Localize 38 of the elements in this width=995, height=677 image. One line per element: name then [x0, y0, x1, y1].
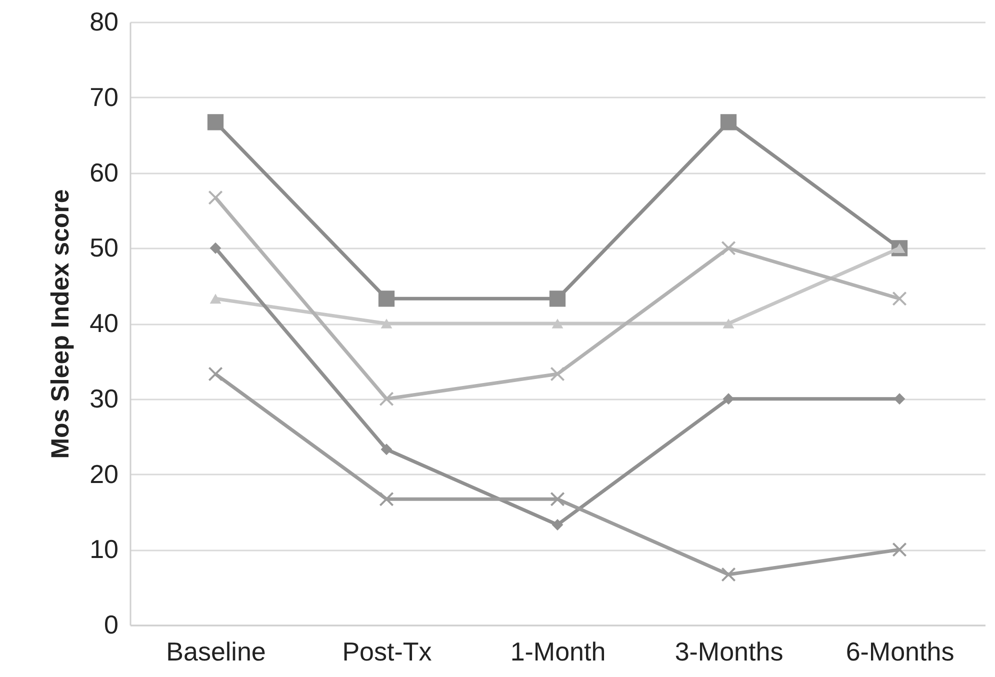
y-tick-label: 80 [90, 6, 118, 36]
point [722, 318, 734, 328]
point [721, 567, 736, 582]
y-axis-title: Mos Sleep Index score [46, 189, 75, 459]
x-tick-label: Post-Tx [342, 636, 432, 666]
y-tick-label: 20 [90, 458, 118, 489]
y-tick-label: 40 [90, 308, 118, 338]
y-tick-label: 30 [90, 383, 118, 414]
point [892, 542, 907, 557]
point [210, 294, 222, 304]
point [721, 240, 736, 256]
point [379, 392, 394, 406]
point [894, 393, 906, 405]
point [378, 290, 395, 307]
point [549, 290, 566, 307]
x-tick-label: 6-Months [846, 636, 954, 666]
point [379, 492, 394, 506]
y-tick-label: 60 [90, 157, 118, 188]
point [722, 393, 734, 405]
point [380, 444, 392, 456]
point [720, 114, 737, 130]
point [380, 318, 392, 328]
y-tick-label: 0 [104, 610, 118, 640]
x-tick-label: 3-Months [674, 636, 784, 666]
point [892, 291, 907, 306]
point [550, 366, 565, 382]
point [552, 519, 564, 530]
y-tick-label: 50 [90, 232, 118, 263]
point [208, 366, 223, 382]
point [210, 242, 222, 254]
y-tick-label: 10 [90, 534, 118, 564]
x-tick-label: 1-Month [510, 636, 606, 666]
point [552, 318, 564, 328]
y-tick-label: 70 [90, 82, 118, 112]
point [550, 492, 565, 506]
point [207, 114, 224, 130]
point [208, 190, 223, 205]
x-tick-label: Baseline [166, 636, 266, 666]
